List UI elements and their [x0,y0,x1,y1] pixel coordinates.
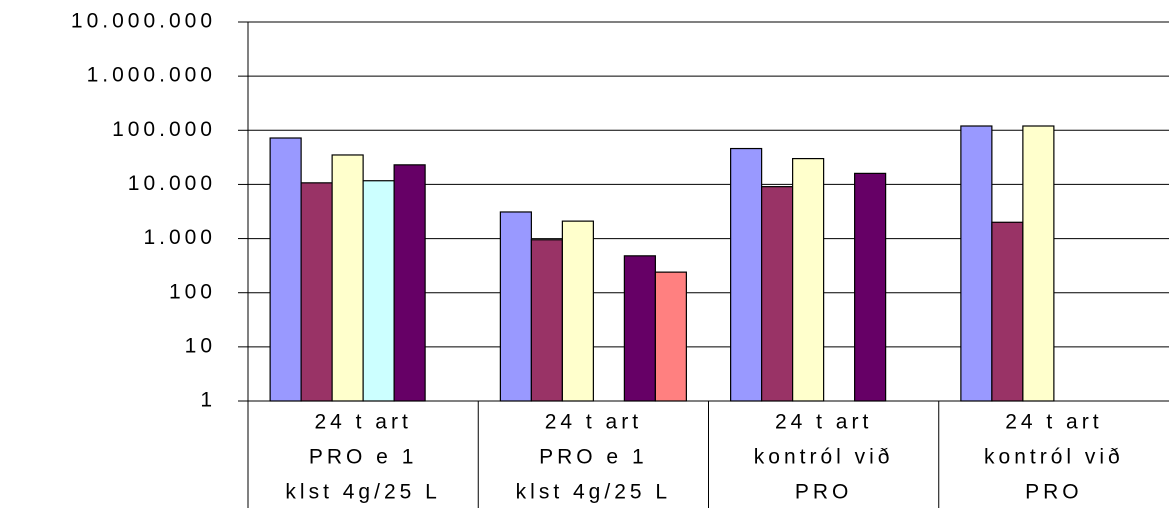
bar [561,220,594,402]
y-tick-label: 1 [200,389,216,412]
bar [991,221,1024,402]
bar [393,164,426,402]
y-tick-label: 1.000 [143,226,216,249]
x-tick-label: klst 4g/25 L [516,481,671,504]
y-tick-label: 100.000 [112,118,216,141]
bar [499,211,532,402]
x-tick-label: 24 t art [1005,411,1102,434]
x-tick-label: klst 4g/25 L [285,481,440,504]
bar [761,186,794,402]
x-tick-label: kontról við [984,446,1124,469]
bar [1022,125,1055,402]
bar [960,125,993,402]
bar [331,154,364,402]
y-tick-label: 10 [185,334,216,357]
bar [269,137,302,402]
x-tick-label: kontról við [754,446,894,469]
bar [792,157,825,402]
x-tick-label: 24 t art [314,411,411,434]
bar [623,255,656,402]
bar [854,172,887,402]
bar [730,147,763,402]
bar [654,271,687,402]
x-tick-label: 24 t art [545,411,642,434]
x-tick-label: 24 t art [775,411,872,434]
y-tick-label: 10.000.000 [71,10,216,33]
x-tick-label: PRO [795,481,853,504]
y-tick-label: 1.000.000 [87,64,216,87]
x-tick-label: PRO e 1 [539,446,648,469]
y-tick-label: 100 [169,280,216,303]
x-tick-label: PRO [1025,481,1083,504]
bar [300,182,333,402]
bar [362,180,395,402]
x-tick-label: PRO e 1 [309,446,418,469]
y-tick-label: 10.000 [128,172,216,195]
bar [530,239,563,402]
